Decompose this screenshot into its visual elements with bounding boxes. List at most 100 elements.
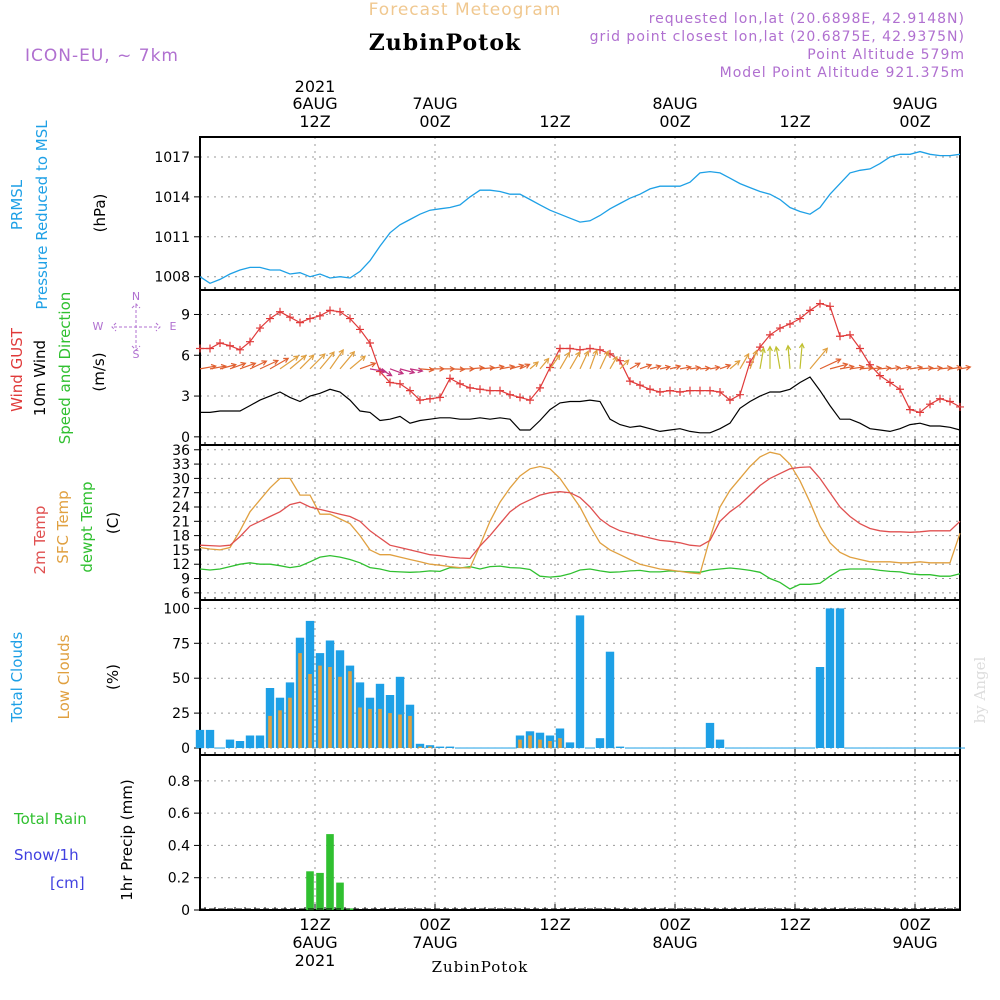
gust-marker	[536, 383, 544, 392]
gust-marker	[216, 339, 224, 348]
low-cloud-bar	[378, 708, 382, 748]
y-tick-label: 18	[172, 529, 190, 545]
gust-marker	[236, 345, 244, 354]
gust-marker	[756, 343, 764, 352]
total-cloud-bar	[435, 746, 445, 748]
wind-arrow	[749, 350, 758, 370]
gust-marker	[896, 385, 904, 394]
wind-arrowhead	[370, 361, 377, 368]
panels: 1008 1011 1014 1017 PRMSL Pressure Reduced to…	[8, 120, 972, 919]
gust-marker	[936, 394, 944, 403]
total-cloud-bar	[605, 651, 615, 749]
wind-arrow	[359, 362, 376, 370]
gust-marker	[646, 385, 654, 394]
wind-arrow	[539, 358, 550, 370]
wind-arrowhead	[623, 359, 630, 366]
gust-marker	[486, 386, 494, 395]
y-tick-label: 0.2	[168, 871, 190, 887]
panel-clouds: 0 25 50 75 100 Total Clouds Low Clouds (%)	[8, 599, 965, 757]
gust-marker	[876, 371, 884, 380]
gust-marker	[956, 402, 964, 411]
snow-legend: Snow/1h	[14, 846, 79, 864]
gust-marker	[456, 379, 464, 388]
wind-arrowhead	[685, 364, 693, 371]
wind-arrow	[529, 361, 539, 370]
y-tick-label: 3	[181, 389, 190, 405]
wind-arrow	[659, 366, 670, 370]
top-tick-hour: 12Z	[539, 112, 570, 131]
total-cloud-bar	[815, 667, 825, 748]
gust-marker	[346, 314, 354, 323]
wind-arrow	[879, 367, 891, 370]
y-tick-label: 27	[172, 486, 190, 502]
low-cloud-bar	[328, 667, 332, 748]
y-tick-label: 15	[172, 543, 190, 559]
gust-marker	[306, 314, 314, 323]
low-cloud-bar	[298, 653, 302, 749]
wind-arrowhead	[524, 363, 531, 369]
wind-arrow	[759, 348, 765, 369]
total-cloud-bar	[595, 738, 605, 748]
wind-arrow	[819, 358, 841, 370]
gust-marker	[626, 377, 634, 386]
wind-arrow	[199, 365, 216, 370]
wind-arrow	[869, 367, 881, 370]
gust-marker	[586, 344, 594, 353]
sfc-temp-label: SFC Temp	[54, 490, 72, 563]
wind-arrowhead	[714, 365, 721, 371]
wind-arrow	[599, 351, 609, 370]
gust-marker	[766, 330, 774, 339]
y-tick-label: 30	[172, 471, 190, 487]
compass-rose: N S W E	[93, 290, 177, 361]
clouds-unit-label: (%)	[104, 664, 122, 690]
compass-s: S	[133, 348, 140, 361]
wind-arrowhead	[695, 365, 702, 371]
wind-arrowhead	[308, 354, 315, 361]
wind-arrow	[719, 364, 731, 370]
wind-arrowhead	[655, 364, 662, 370]
requested-coords: requested lon,lat (20.6898E, 42.9148N)	[649, 11, 965, 27]
gust-marker	[636, 381, 644, 390]
y-tick-label: 0.4	[168, 838, 190, 854]
gust-marker	[296, 318, 304, 327]
panel-wind: 0 3 6 9 Wind GUST 10m Wind Speed and Direction…	[8, 289, 972, 446]
wind-arrowhead	[283, 357, 290, 363]
wind-arrow	[389, 368, 404, 375]
gust-marker	[926, 400, 934, 409]
gust-marker	[316, 311, 324, 320]
gust-marker	[246, 337, 254, 346]
low-cloud-bar	[368, 708, 372, 748]
wind-arrowhead	[592, 349, 599, 356]
wind-arrow	[559, 352, 570, 370]
footer-location: ZubinPotok	[432, 958, 529, 976]
gust-marker	[666, 386, 674, 395]
gust-marker	[356, 325, 364, 334]
sfc-temp-line	[199, 451, 961, 575]
gust-marker	[786, 319, 794, 328]
wind-arrowhead	[956, 364, 963, 371]
wind-arrow	[579, 351, 589, 370]
wind-arrow	[809, 347, 828, 370]
gust-marker	[226, 341, 234, 350]
top-tick-date: 6AUG	[292, 94, 337, 113]
wind-arrow	[787, 345, 791, 369]
gust-marker	[886, 378, 894, 387]
wind-arrowhead	[428, 366, 435, 373]
wind-arrowhead	[417, 367, 424, 374]
dewpt-label: dewpt Temp	[78, 481, 96, 572]
bottom-tick-hour: 12Z	[299, 915, 330, 934]
wind-arrow	[319, 351, 335, 370]
y-tick-label: 36	[172, 443, 190, 459]
wind-arrow	[629, 362, 641, 370]
wind-arrow	[209, 365, 226, 370]
wind-arrowhead	[532, 361, 539, 368]
gust-marker	[726, 396, 734, 405]
wind-arrowhead	[250, 361, 257, 368]
y-tick-label: 1017	[154, 150, 190, 166]
total-cloud-bar	[835, 608, 845, 748]
low-cloud-bar	[538, 739, 542, 748]
rain-bar	[326, 834, 334, 910]
total-cloud-bar	[615, 746, 625, 748]
wind-arrow	[729, 360, 741, 370]
